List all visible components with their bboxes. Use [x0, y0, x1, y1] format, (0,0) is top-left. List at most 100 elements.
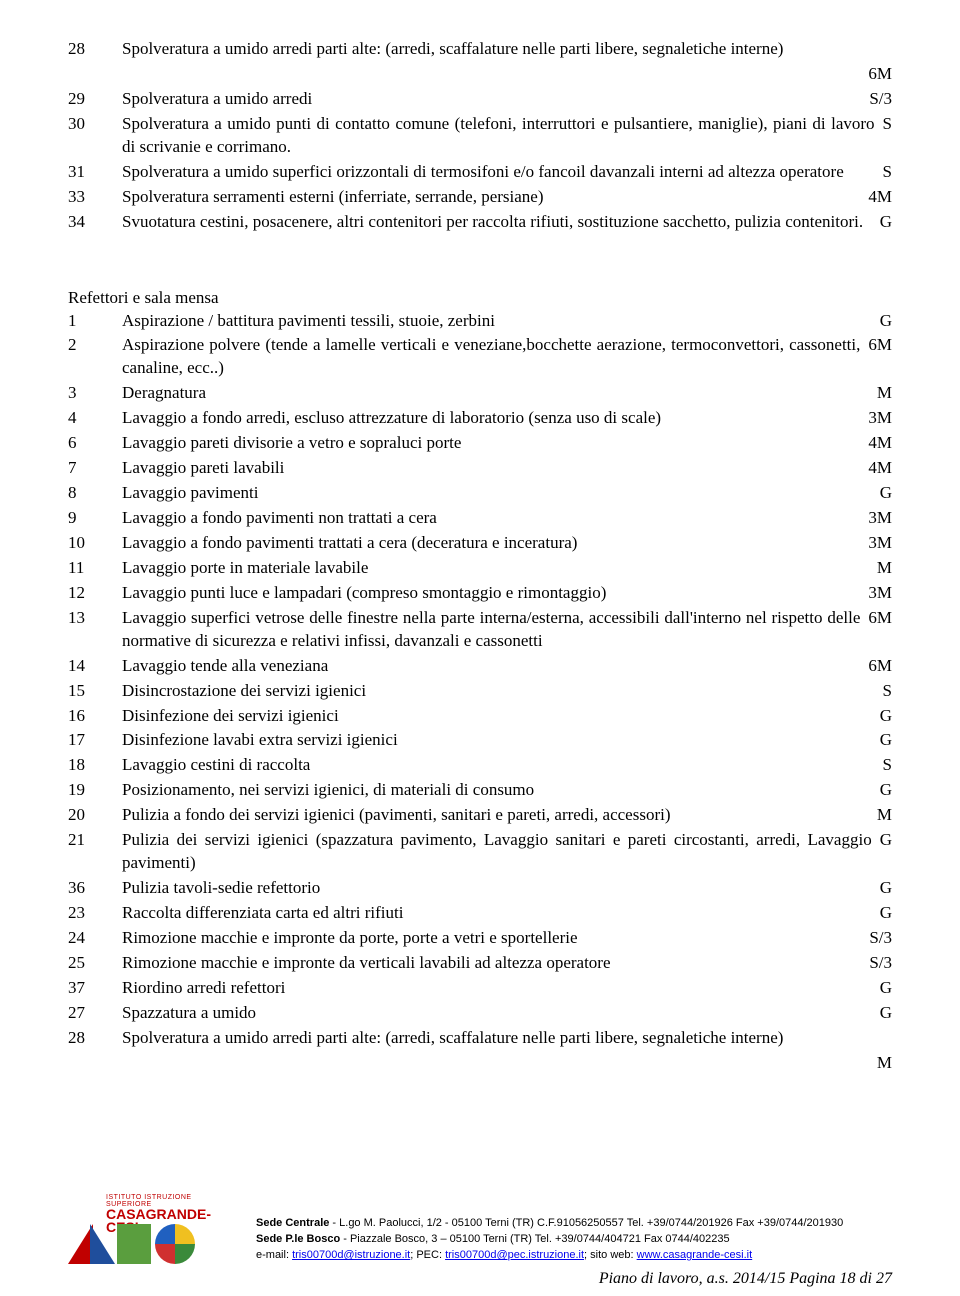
footer-sede1-text: - L.go M. Paolucci, 1/2 - 05100 Terni (T… [332, 1217, 843, 1229]
row-code: G [880, 877, 892, 900]
school-logo: ISTITUTO ISTRUZIONE SUPERIORE CASAGRANDE… [68, 1194, 238, 1264]
row-code: G [880, 211, 892, 234]
row-text: Spazzatura a umido [122, 1003, 256, 1022]
list-row: 6 4MLavaggio pareti divisorie a vetro e … [68, 432, 892, 455]
list-row: 20 MPulizia a fondo dei servizi igienici… [68, 804, 892, 827]
row-code: G [880, 1002, 892, 1025]
row-number: 19 [68, 779, 122, 802]
row-text: Spolveratura serramenti esterni (inferri… [122, 187, 544, 206]
row-number: 11 [68, 557, 122, 580]
row-number: 6 [68, 432, 122, 455]
row-text: Lavaggio porte in materiale lavabile [122, 558, 368, 577]
row-text: Lavaggio superfici vetrose delle finestr… [122, 608, 860, 650]
footer-email-link[interactable]: tris00700d@istruzione.it [292, 1249, 410, 1261]
row-code: G [880, 902, 892, 925]
list-row: 8 GLavaggio pavimenti [68, 482, 892, 505]
row-text: Posizionamento, nei servizi igienici, di… [122, 780, 534, 799]
row-code: S [883, 680, 892, 703]
row-code: S/3 [869, 927, 892, 950]
row-number: 28 [68, 1027, 122, 1050]
row-number: 20 [68, 804, 122, 827]
row-text: Lavaggio cestini di raccolta [122, 755, 310, 774]
list-row: 10 3MLavaggio a fondo pavimenti trattati… [68, 532, 892, 555]
row-code: 3M [868, 532, 892, 555]
row-text: Lavaggio a fondo pavimenti trattati a ce… [122, 533, 577, 552]
list-row: 14 6MLavaggio tende alla veneziana [68, 655, 892, 678]
row-text: Raccolta differenziata carta ed altri ri… [122, 903, 403, 922]
list-row: 27 GSpazzatura a umido [68, 1002, 892, 1025]
list-row: 30 SSpolveratura a umido punti di contat… [68, 113, 892, 159]
list-row: 11 M Lavaggio porte in materiale lavabile [68, 557, 892, 580]
footer-pec-link[interactable]: tris00700d@pec.istruzione.it [445, 1249, 584, 1261]
logo-shape-icon [90, 1224, 115, 1264]
row-code: S/3 [869, 88, 892, 111]
footer-sede2-text: - Piazzale Bosco, 3 – 05100 Terni (TR) T… [343, 1233, 729, 1245]
list-row: 4 3MLavaggio a fondo arredi, escluso att… [68, 407, 892, 430]
list-row: 13 6MLavaggio superfici vetrose delle fi… [68, 607, 892, 653]
row-number: 16 [68, 705, 122, 728]
row-text: Lavaggio a fondo pavimenti non trattati … [122, 508, 437, 527]
row-text: Rimozione macchie e impronte da porte, p… [122, 928, 578, 947]
list-row: 28 Spolveratura a umido arredi parti alt… [68, 1027, 892, 1050]
row-text: Lavaggio pavimenti [122, 483, 258, 502]
row-number: 21 [68, 829, 122, 875]
list-row: 17 GDisinfezione lavabi extra servizi ig… [68, 729, 892, 752]
row-text: Riordino arredi refettori [122, 978, 285, 997]
row-code: 6M [868, 334, 892, 357]
row-text: Aspirazione / battitura pavimenti tessil… [122, 311, 495, 330]
list-row: 12 3M Lavaggio punti luce e lampadari (co… [68, 582, 892, 605]
row-code: 3M [868, 582, 892, 605]
row-number: 1 [68, 310, 122, 333]
list-row: 3 M Deragnatura [68, 382, 892, 405]
row-code: M [877, 557, 892, 580]
row-text: Disincrostazione dei servizi igienici [122, 681, 366, 700]
row-code: G [880, 729, 892, 752]
row-number: 37 [68, 977, 122, 1000]
row-text: Deragnatura [122, 383, 206, 402]
row-text: Lavaggio tende alla veneziana [122, 656, 328, 675]
row-code: M [122, 1052, 892, 1075]
row-text: Disinfezione dei servizi igienici [122, 706, 339, 725]
row-number: 18 [68, 754, 122, 777]
list-row: 19 G Posizionamento, nei servizi igienici… [68, 779, 892, 802]
list-row: 29 S/3Spolveratura a umido arredi [68, 88, 892, 111]
row-text: Lavaggio a fondo arredi, escluso attrezz… [122, 408, 661, 427]
page-footer: ISTITUTO ISTRUZIONE SUPERIORE CASAGRANDE… [68, 1194, 892, 1264]
footer-sede2-label: Sede P.le Bosco [256, 1233, 343, 1245]
footer-pec-label: ; PEC: [410, 1249, 445, 1261]
row-number: 15 [68, 680, 122, 703]
row-number: 30 [68, 113, 122, 159]
list-row: 9 3MLavaggio a fondo pavimenti non tratt… [68, 507, 892, 530]
row-text: Lavaggio punti luce e lampadari (compres… [122, 583, 606, 602]
footer-sede1-label: Sede Centrale [256, 1217, 332, 1229]
list-row: 16 GDisinfezione dei servizi igienici [68, 705, 892, 728]
row-text: Aspirazione polvere (tende a lamelle ver… [122, 335, 860, 377]
row-text: Spolveratura a umido superfici orizzonta… [122, 162, 844, 181]
footer-web-link[interactable]: www.casagrande-cesi.it [637, 1249, 753, 1261]
row-code: 4M [868, 457, 892, 480]
page-number: Piano di lavoro, a.s. 2014/15 Pagina 18 … [599, 1270, 892, 1288]
row-number: 36 [68, 877, 122, 900]
row-code: M [877, 382, 892, 405]
row-text: Rimozione macchie e impronte da vertical… [122, 953, 611, 972]
row-number: 9 [68, 507, 122, 530]
list-row: 1 GAspirazione / battitura pavimenti tes… [68, 310, 892, 333]
row-code: 4M [868, 186, 892, 209]
row-text: Pulizia tavoli-sedie refettorio [122, 878, 320, 897]
row-number: 12 [68, 582, 122, 605]
list-row: 31 SSpolveratura a umido superfici orizz… [68, 161, 892, 184]
logo-shape-icon [155, 1224, 195, 1264]
footer-info: Sede Centrale - L.go M. Paolucci, 1/2 - … [256, 1216, 892, 1264]
list-row: 18 SLavaggio cestini di raccolta [68, 754, 892, 777]
row-text: Svuotatura cestini, posacenere, altri co… [122, 212, 863, 231]
list-row: 23 GRaccolta differenziata carta ed altr… [68, 902, 892, 925]
row-code: G [880, 977, 892, 1000]
list-row: M [68, 1052, 892, 1075]
row-number: 25 [68, 952, 122, 975]
row-number: 17 [68, 729, 122, 752]
row-number: 33 [68, 186, 122, 209]
row-code: G [880, 779, 892, 802]
row-number: 14 [68, 655, 122, 678]
row-text: Spolveratura a umido arredi parti alte: … [122, 38, 892, 61]
row-number: 3 [68, 382, 122, 405]
